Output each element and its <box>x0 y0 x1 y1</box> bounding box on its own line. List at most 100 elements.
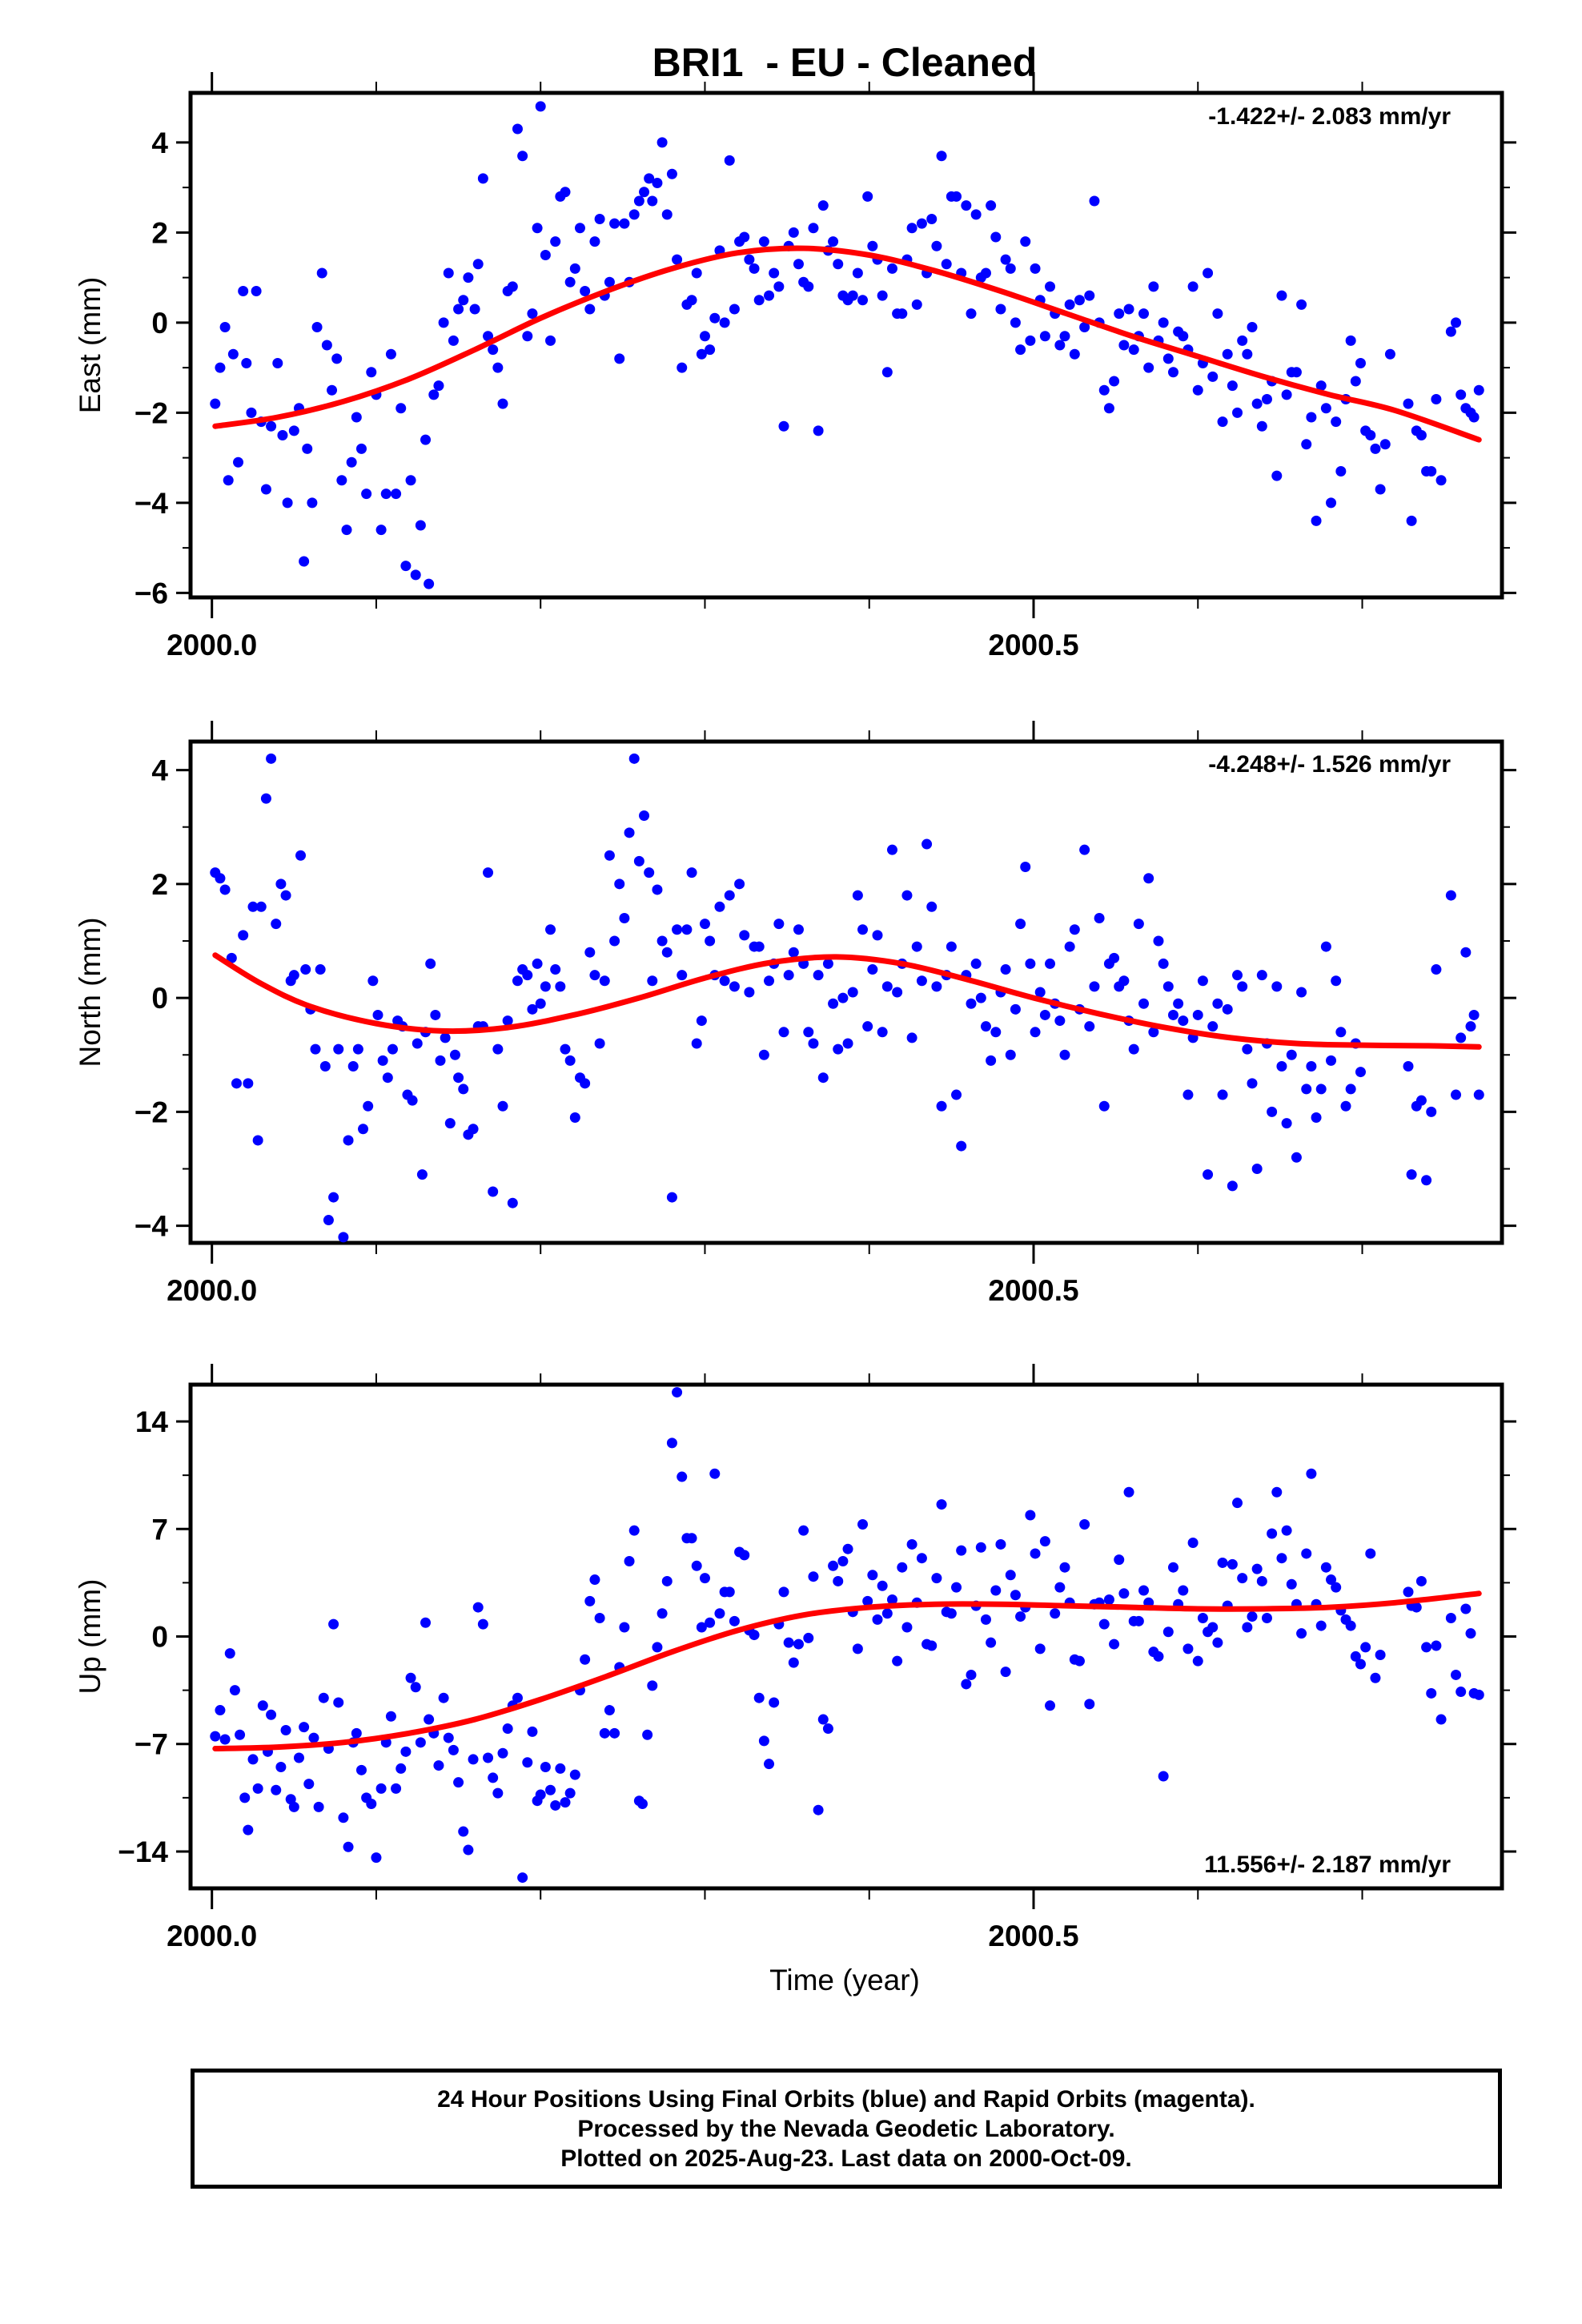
data-point <box>1039 1009 1050 1020</box>
data-point <box>1153 1651 1164 1662</box>
fit-curve <box>212 245 1482 443</box>
data-point <box>1431 964 1442 975</box>
data-point <box>1148 1027 1159 1038</box>
data-point <box>343 1841 354 1852</box>
data-point <box>488 1772 499 1783</box>
data-point <box>817 200 829 211</box>
data-point <box>666 1437 677 1449</box>
data-point <box>619 1622 630 1633</box>
data-point <box>788 947 799 958</box>
data-point <box>1138 998 1150 1009</box>
data-point <box>916 975 927 987</box>
data-point <box>517 1872 528 1884</box>
data-point <box>1103 403 1114 414</box>
data-point <box>328 1192 339 1203</box>
rate-label: -4.248+/- 1.526 mm/yr <box>1208 751 1451 778</box>
data-point <box>535 1789 546 1800</box>
data-point <box>1133 1615 1144 1626</box>
y-tick-label: 0 <box>151 1621 168 1654</box>
data-point <box>1034 987 1046 998</box>
data-point <box>828 1560 839 1571</box>
data-point <box>995 304 1006 315</box>
data-point <box>753 295 765 306</box>
data-point <box>318 1692 329 1703</box>
data-point <box>1375 484 1386 495</box>
data-point <box>1415 430 1427 440</box>
data-point <box>1138 308 1150 320</box>
footer-line-2: Processed by the Nevada Geodetic Laborat… <box>577 2115 1115 2142</box>
data-point <box>1167 367 1178 378</box>
data-point <box>387 1043 398 1055</box>
data-point <box>233 456 244 468</box>
data-point <box>666 168 677 179</box>
data-point <box>469 304 480 315</box>
data-point <box>677 970 688 981</box>
data-point <box>1015 1611 1026 1622</box>
data-point <box>257 1700 268 1711</box>
data-point <box>215 1705 226 1716</box>
data-point <box>857 924 869 935</box>
data-point <box>433 1760 444 1771</box>
y-tick-label: 0 <box>151 307 168 340</box>
data-point <box>1010 317 1021 328</box>
data-point <box>599 975 610 987</box>
plot-frame <box>188 90 1504 600</box>
data-point <box>1203 267 1214 279</box>
data-point <box>1415 1575 1427 1586</box>
data-point <box>672 1387 683 1398</box>
y-tick-label: 14 <box>135 1405 169 1438</box>
data-point <box>428 389 440 400</box>
y-axis-label: East (mm) <box>74 277 106 414</box>
data-point <box>661 947 673 958</box>
data-point <box>724 890 735 901</box>
data-point <box>764 1759 775 1770</box>
data-point <box>1054 1582 1066 1593</box>
data-point <box>1138 1585 1150 1596</box>
data-point <box>1025 1510 1036 1521</box>
data-point <box>624 827 635 838</box>
data-point <box>1426 466 1437 476</box>
data-point <box>691 1038 702 1049</box>
data-point <box>1187 1538 1199 1549</box>
data-point <box>1025 335 1036 346</box>
data-point <box>430 1009 441 1020</box>
data-point <box>1365 1548 1376 1559</box>
data-point <box>926 901 938 912</box>
data-point <box>691 267 702 279</box>
data-point <box>1207 371 1219 382</box>
fit-curve <box>212 952 1482 1050</box>
data-point <box>778 1027 789 1038</box>
data-point <box>1025 958 1036 969</box>
data-point <box>1162 981 1174 992</box>
data-point <box>656 1608 668 1619</box>
data-point <box>901 890 913 901</box>
data-point <box>405 1672 416 1683</box>
data-point <box>316 267 327 279</box>
data-point <box>358 1124 369 1135</box>
data-point <box>1222 348 1233 360</box>
footer-line-1: 24 Hour Positions Using Final Orbits (bl… <box>437 2085 1255 2113</box>
data-point <box>1187 281 1199 292</box>
data-point <box>400 1746 412 1757</box>
data-point <box>1158 958 1169 969</box>
data-point <box>1178 1585 1189 1596</box>
data-point <box>449 1049 460 1060</box>
data-point <box>803 1632 814 1643</box>
data-point <box>488 344 499 356</box>
data-point <box>275 879 287 890</box>
data-point <box>1143 362 1154 373</box>
data-point <box>564 1055 576 1066</box>
data-point <box>1123 1486 1134 1498</box>
data-point <box>1089 195 1100 207</box>
data-point <box>1232 970 1243 981</box>
data-point <box>808 1571 819 1582</box>
data-point <box>288 425 299 436</box>
data-point <box>1123 304 1134 315</box>
data-point <box>749 1630 760 1641</box>
data-point <box>1045 1700 1056 1711</box>
data-point <box>1227 380 1238 392</box>
data-point <box>1350 376 1361 387</box>
y-tick-label: −4 <box>135 1210 169 1243</box>
data-point <box>1465 1628 1476 1639</box>
